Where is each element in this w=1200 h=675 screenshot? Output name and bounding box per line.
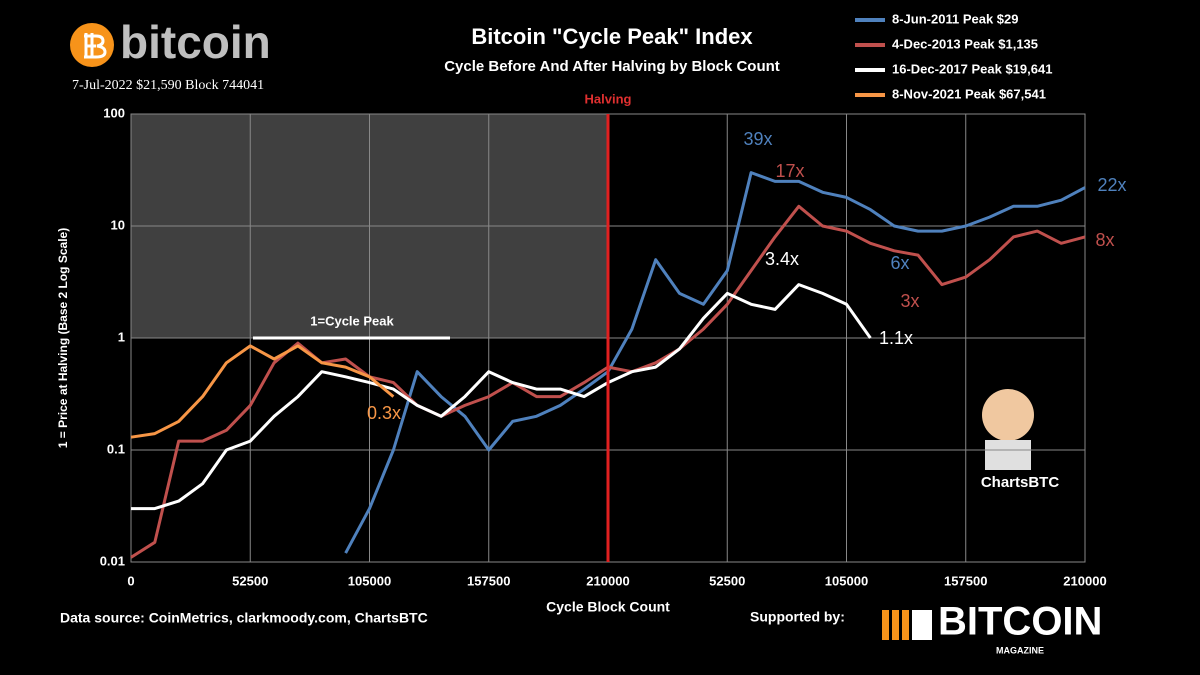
series-line [344,171,1086,554]
y-tick-label: 100 [103,105,125,120]
magazine-icon [882,610,932,640]
y-tick-label: 0.1 [107,441,125,456]
cycle-peak-label: 1=Cycle Peak [310,313,394,328]
annotation: 17x [775,161,804,181]
mascot-label: ChartsBTC [981,474,1060,491]
icon-bar [882,610,889,640]
bitcoin-icon-glyph [84,33,107,59]
magazine-name: BITCOIN [938,600,1102,644]
icon-bar [912,610,932,640]
x-tick-label: 157500 [944,573,987,588]
annotation: 3.4x [765,249,799,269]
mascot-body [985,440,1031,470]
brand-name: bitcoin [120,16,271,68]
x-tick-label: 210000 [1063,573,1106,588]
y-tick-label: 1 [118,329,125,344]
x-tick-label: 105000 [348,573,391,588]
mascot-head [982,389,1034,441]
chart-title: Bitcoin "Cycle Peak" Index [471,24,753,49]
legend-label: 8-Jun-2011 Peak $29 [892,11,1018,26]
annotation: 8x [1095,230,1114,250]
x-tick-label: 52500 [232,573,268,588]
x-axis-label: Cycle Block Count [546,599,670,615]
mascot [982,389,1034,470]
annotation: 22x [1097,175,1126,195]
legend-label: 16-Dec-2017 Peak $19,641 [892,61,1052,76]
x-tick-label: 210000 [586,573,629,588]
x-tick-label: 157500 [467,573,510,588]
magazine-sub: MAGAZINE [996,645,1044,655]
x-tick-label: 0 [127,573,134,588]
supported-by: Supported by: [750,609,845,625]
y-axis-label: 1 = Price at Halving (Base 2 Log Scale) [56,228,70,448]
legend-label: 4-Dec-2013 Peak $1,135 [892,36,1038,51]
y-tick-label: 10 [111,217,125,232]
halving-label: Halving [585,91,632,106]
series-line [131,283,872,511]
icon-bar [892,610,899,640]
series-line [130,344,395,439]
annotation: 0.3x [367,403,401,423]
annotation: 39x [743,129,772,149]
y-tick-label: 0.01 [100,553,125,568]
chart-subtitle: Cycle Before And After Halving by Block … [444,58,780,75]
brand-subline: 7-Jul-2022 $21,590 Block 744041 [72,78,264,93]
legend-label: 8-Nov-2021 Peak $67,541 [892,86,1046,101]
icon-bar [902,610,909,640]
annotation: 3x [900,291,919,311]
annotation: 6x [890,253,909,273]
data-source: Data source: CoinMetrics, clarkmoody.com… [60,610,428,626]
x-tick-label: 52500 [709,573,745,588]
annotation: 1.1x [879,328,913,348]
x-tick-label: 105000 [825,573,868,588]
